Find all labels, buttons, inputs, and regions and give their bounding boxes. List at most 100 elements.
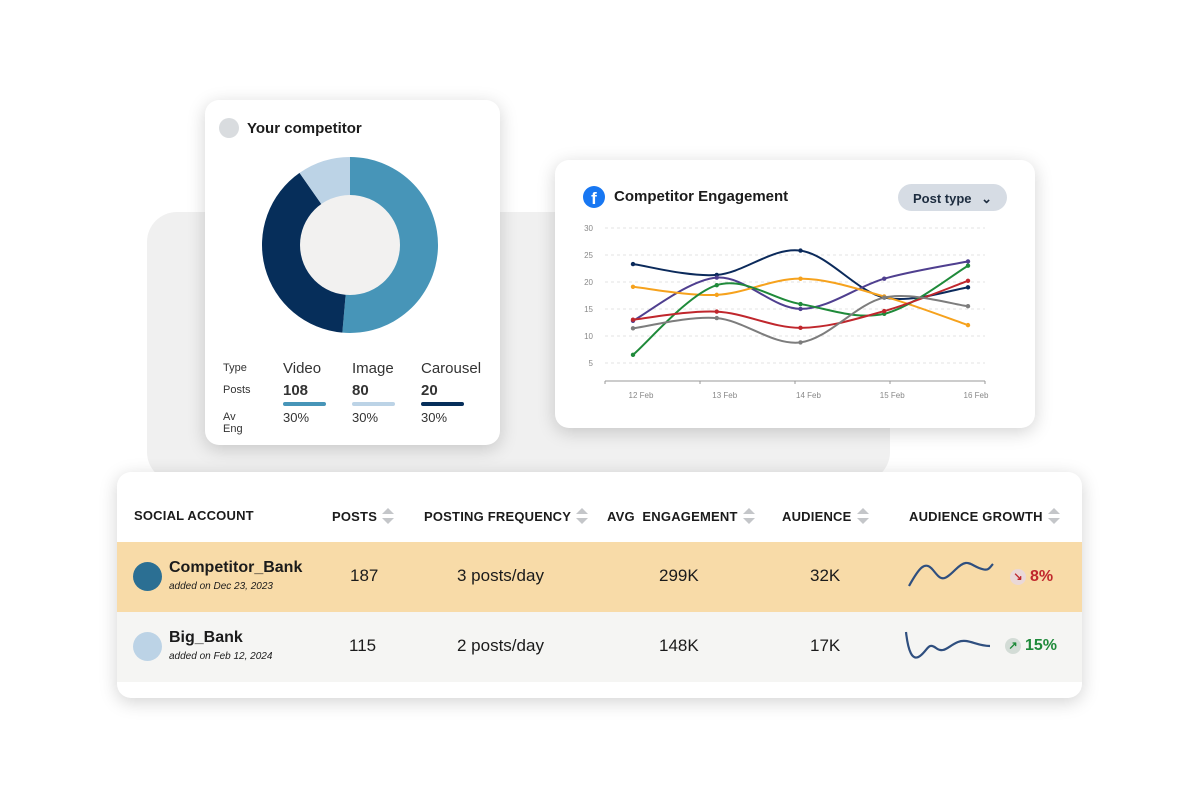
avatar <box>133 562 162 591</box>
avatar <box>133 632 162 661</box>
data-point <box>882 276 887 281</box>
type-name: Carousel <box>421 360 482 377</box>
header-label: POSTING FREQUENCY <box>424 508 572 524</box>
data-point <box>714 275 719 280</box>
header-posts[interactable]: POSTS <box>332 508 395 524</box>
trend-up-icon: ↗ <box>1005 638 1021 654</box>
data-point <box>714 292 719 298</box>
type-name: Video <box>283 360 322 377</box>
av-eng-value: 30% <box>283 410 310 425</box>
line-chart: 5 10 15 20 25 30 12 Feb 13 Feb 14 Feb 15 Feb 16 Fe… <box>584 224 989 400</box>
table-row[interactable]: Competitor_Bank added on Dec 23, 2023 18… <box>117 542 1082 612</box>
header-audience[interactable]: AUDIENCE <box>782 508 869 524</box>
data-point <box>714 315 719 321</box>
data-point <box>965 285 971 290</box>
sort-icon[interactable] <box>1047 508 1060 524</box>
card-title: Your competitor <box>247 120 362 137</box>
x-tick-label: 15 Feb <box>880 391 905 400</box>
series-line-0 <box>632 249 969 301</box>
sort-icon[interactable] <box>856 508 869 524</box>
header-social-account[interactable]: SOCIAL ACCOUNT <box>134 508 254 523</box>
card-title: Competitor Engagement <box>614 188 789 205</box>
donut-hole <box>300 195 400 295</box>
header-frequency[interactable]: POSTING FREQUENCY <box>424 508 589 524</box>
account-name: Competitor_Bank <box>169 559 303 576</box>
chevron-down-icon: ⌄ <box>981 191 993 206</box>
posts-value: 80 <box>352 382 369 399</box>
facebook-icon: f <box>583 186 605 208</box>
data-point <box>798 276 803 281</box>
posts-value: 108 <box>283 382 309 399</box>
header-growth[interactable]: AUDIENCE GROWTH <box>909 508 1060 524</box>
header-label: AVG ENGAGEMENT <box>607 508 738 524</box>
data-point <box>882 308 887 314</box>
account-name: Big_Bank <box>169 629 243 646</box>
trend-down-icon: ↘ <box>1010 569 1026 585</box>
data-point <box>965 322 971 328</box>
growth-sparkline <box>908 561 994 587</box>
header-engagement[interactable]: AVG ENGAGEMENT <box>607 508 755 524</box>
data-point <box>798 306 803 312</box>
type-bar <box>352 402 395 406</box>
data-point <box>798 325 803 331</box>
data-point <box>630 352 636 358</box>
audience-cell: 32K <box>810 566 841 585</box>
data-point <box>965 278 971 284</box>
engagement-cell: 299K <box>659 566 699 585</box>
donut-chart <box>262 157 438 333</box>
data-point <box>882 295 887 300</box>
type-name: Image <box>352 360 394 377</box>
sort-icon[interactable] <box>576 508 589 524</box>
growth-value: 8% <box>1030 568 1054 585</box>
sort-icon[interactable] <box>742 508 755 524</box>
header-label: AUDIENCE <box>782 508 852 524</box>
y-tick-label: 15 <box>584 305 593 314</box>
frequency-cell: 3 posts/day <box>457 566 544 585</box>
engagement-cell: 148K <box>659 636 699 655</box>
data-point <box>630 284 636 289</box>
added-date: added on Feb 12, 2024 <box>169 651 273 662</box>
av-eng-value: 30% <box>421 410 448 425</box>
series-line-1 <box>632 260 969 322</box>
header-label: SOCIAL ACCOUNT <box>134 508 254 523</box>
data-point <box>798 301 803 307</box>
posts-cell: 187 <box>350 566 379 585</box>
x-tick-label: 12 Feb <box>629 391 654 400</box>
data-point <box>965 304 971 309</box>
competitor-card: Your competitor Type Posts Av Eng Video 1… <box>205 100 500 445</box>
added-date: added on Dec 23, 2023 <box>169 581 273 592</box>
av-eng-value: 30% <box>352 410 379 425</box>
x-tick-label: 13 Feb <box>712 391 737 400</box>
data-point <box>714 309 719 314</box>
dropdown-label: Post type <box>913 191 972 206</box>
data-point <box>965 259 971 264</box>
posts-value: 20 <box>421 382 438 399</box>
data-point <box>630 261 636 267</box>
type-bar <box>283 402 326 406</box>
frequency-cell: 2 posts/day <box>457 636 544 655</box>
posts-cell: 115 <box>349 636 377 655</box>
y-tick-label: 5 <box>589 359 594 368</box>
data-point <box>714 282 719 288</box>
x-tick-label: 16 Feb <box>964 391 989 400</box>
y-tick-label: 20 <box>584 278 593 287</box>
y-tick-label: 30 <box>584 224 593 233</box>
growth-value: 15% <box>1025 637 1058 654</box>
posts-label: Posts <box>223 384 251 396</box>
competitor-dot <box>219 118 239 138</box>
data-point <box>630 317 636 322</box>
table-row[interactable]: Big_Bank added on Feb 12, 2024 115 2 pos… <box>117 612 1082 682</box>
y-tick-label: 25 <box>584 251 593 260</box>
engagement-card: f Competitor Engagement Post type ⌄ 5 10 1… <box>555 160 1035 428</box>
x-tick-label: 14 Feb <box>796 391 821 400</box>
sort-icon[interactable] <box>382 508 395 524</box>
data-point <box>798 340 803 345</box>
accounts-table: SOCIAL ACCOUNT POSTS POSTING FREQUENCY A… <box>117 472 1082 698</box>
header-label: POSTS <box>332 508 378 524</box>
type-bar <box>421 402 464 406</box>
data-point <box>630 326 636 331</box>
growth-sparkline <box>904 631 991 659</box>
y-tick-label: 10 <box>584 332 593 341</box>
post-type-dropdown[interactable]: Post type ⌄ <box>898 184 1007 211</box>
data-point <box>965 263 971 268</box>
